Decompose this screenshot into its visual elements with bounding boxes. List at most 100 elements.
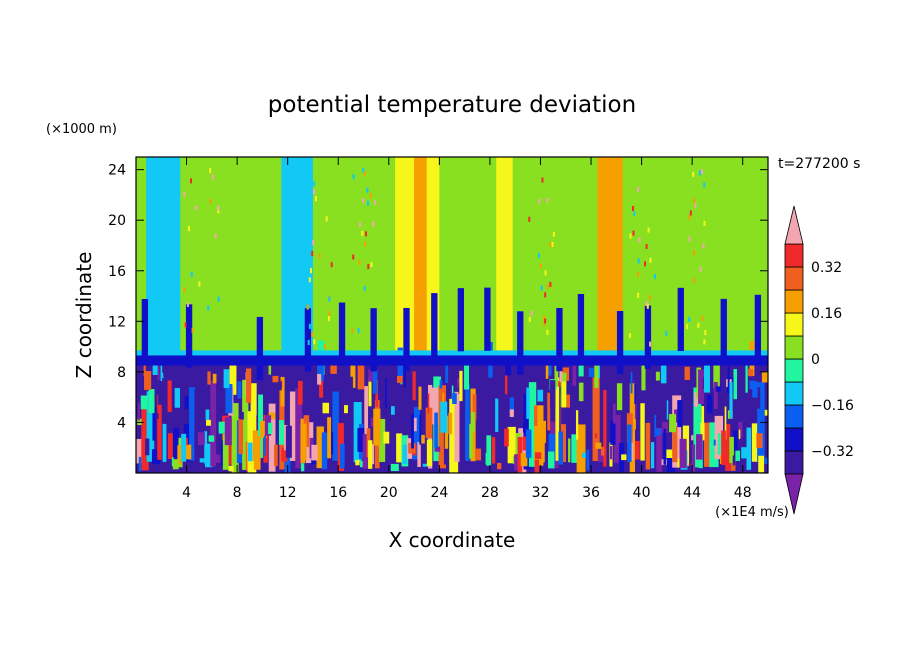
turbulence-patch-110 bbox=[706, 394, 713, 414]
x-axis-label: X coordinate bbox=[389, 528, 516, 552]
upper-speckle-4 bbox=[648, 295, 651, 301]
upper-speckle-62 bbox=[365, 231, 368, 237]
turbulence-patch-37 bbox=[746, 370, 751, 384]
upper-band-13 bbox=[512, 157, 542, 363]
turbulence-patch-65 bbox=[701, 406, 705, 425]
x-tick-label: 48 bbox=[734, 485, 752, 501]
turbulence-streak-105 bbox=[693, 387, 702, 468]
upper-speckle-118 bbox=[629, 333, 632, 339]
turbulence-patch-234 bbox=[439, 379, 443, 389]
turbulence-patch-103 bbox=[357, 427, 365, 452]
turbulence-patch-222 bbox=[588, 367, 595, 377]
turbulence-streak-81 bbox=[566, 407, 576, 463]
upper-band-0 bbox=[136, 157, 147, 363]
x-tick-label: 36 bbox=[582, 485, 600, 501]
upper-speckle-6 bbox=[187, 226, 190, 232]
upper-speckle-108 bbox=[217, 205, 220, 211]
upper-speckle-47 bbox=[701, 168, 704, 175]
turbulence-streak-90 bbox=[613, 414, 621, 463]
colorbar-tick-label: 0.16 bbox=[811, 306, 842, 322]
turbulence-patch-194 bbox=[578, 382, 584, 402]
upper-speckle-60 bbox=[207, 305, 210, 311]
turbulence-patch-102 bbox=[509, 409, 514, 417]
upper-speckle-87 bbox=[552, 231, 555, 237]
colorbar-segment bbox=[784, 381, 804, 406]
turbulence-patch-57 bbox=[352, 364, 356, 388]
turbulence-streak-111 bbox=[725, 424, 731, 471]
upper-speckle-54 bbox=[211, 174, 214, 180]
turbulence-patch-201 bbox=[526, 387, 530, 419]
turbulence-patch-171 bbox=[315, 398, 323, 410]
upper-speckle-25 bbox=[307, 339, 310, 346]
turbulence-streak-100 bbox=[666, 449, 676, 473]
turbulence-patch-180 bbox=[660, 353, 667, 384]
turbulence-streak-2 bbox=[146, 391, 155, 462]
turbulence-patch-109 bbox=[655, 371, 660, 381]
upper-speckle-43 bbox=[311, 331, 314, 338]
turbulence-patch-203 bbox=[184, 395, 189, 410]
upper-speckle-116 bbox=[352, 174, 355, 180]
turbulence-patch-106 bbox=[509, 379, 513, 395]
upper-speckle-59 bbox=[688, 214, 691, 220]
turbulence-patch-196 bbox=[495, 398, 499, 432]
turbulence-patch-161 bbox=[756, 433, 763, 449]
colorbar-segment bbox=[784, 335, 804, 360]
turbulence-patch-131 bbox=[469, 423, 473, 459]
turbulence-patch-173 bbox=[663, 428, 667, 465]
upper-band-12 bbox=[496, 157, 514, 363]
turbulence-patch-165 bbox=[373, 408, 381, 446]
y-tick-label: 4 bbox=[117, 415, 126, 431]
turbulence-patch-125 bbox=[546, 358, 552, 376]
turbulence-patch-120 bbox=[319, 374, 324, 398]
upper-speckle-32 bbox=[363, 285, 366, 292]
turbulence-streak-25 bbox=[268, 403, 276, 472]
turbulence-streak-59 bbox=[449, 398, 459, 473]
turbulence-patch-152 bbox=[245, 441, 248, 471]
turbulence-streak-107 bbox=[704, 422, 713, 467]
turbulence-patch-254 bbox=[368, 440, 373, 469]
upper-speckle-35 bbox=[688, 316, 691, 322]
upper-speckle-109 bbox=[306, 304, 309, 310]
turbulence-streak-18 bbox=[231, 403, 239, 473]
turbulence-patch-116 bbox=[558, 431, 564, 465]
turbulence-patch-52 bbox=[157, 366, 160, 381]
turbulence-streak-61 bbox=[459, 385, 467, 470]
turbulence-patch-69 bbox=[383, 431, 390, 444]
turbulence-patch-126 bbox=[440, 401, 448, 433]
upper-speckle-66 bbox=[191, 327, 194, 333]
plume-spike-14 bbox=[644, 305, 652, 369]
turbulence-streak-43 bbox=[364, 386, 369, 468]
upper-speckle-19 bbox=[328, 296, 331, 302]
upper-speckle-26 bbox=[358, 259, 361, 265]
turbulence-streak-26 bbox=[274, 444, 278, 467]
x-tick-label: 4 bbox=[182, 485, 191, 501]
plume-spike-13 bbox=[616, 310, 624, 375]
colorbar-tick-label: 0 bbox=[811, 352, 820, 368]
turbulence-patch-4 bbox=[514, 454, 518, 471]
upper-speckle-81 bbox=[549, 281, 552, 287]
upper-speckle-17 bbox=[699, 266, 702, 272]
upper-speckle-110 bbox=[363, 170, 366, 177]
upper-speckle-119 bbox=[704, 330, 707, 336]
upper-speckle-104 bbox=[358, 222, 361, 228]
turbulence-patch-32 bbox=[268, 412, 276, 420]
turbulence-streak-30 bbox=[295, 388, 303, 469]
colorbar-tick-label: −0.16 bbox=[811, 398, 854, 414]
turbulence-patch-59 bbox=[156, 413, 159, 419]
turbulence-patch-205 bbox=[350, 358, 354, 377]
turbulence-patch-138 bbox=[340, 443, 345, 469]
turbulence-streak-13 bbox=[205, 443, 213, 468]
turbulence-patch-172 bbox=[561, 407, 569, 425]
turbulence-patch-215 bbox=[362, 434, 369, 469]
turbulence-streak-34 bbox=[316, 426, 324, 469]
turbulence-patch-43 bbox=[698, 369, 704, 404]
turbulence-patch-78 bbox=[523, 423, 525, 433]
turbulence-patch-252 bbox=[297, 380, 303, 405]
turbulence-patch-95 bbox=[561, 381, 567, 411]
upper-speckle-89 bbox=[686, 324, 689, 330]
turbulence-patch-251 bbox=[163, 360, 168, 378]
turbulence-patch-247 bbox=[158, 381, 165, 405]
turbulence-patch-25 bbox=[537, 389, 544, 402]
turbulence-patch-246 bbox=[729, 382, 733, 419]
plume-spike-9 bbox=[484, 287, 491, 351]
